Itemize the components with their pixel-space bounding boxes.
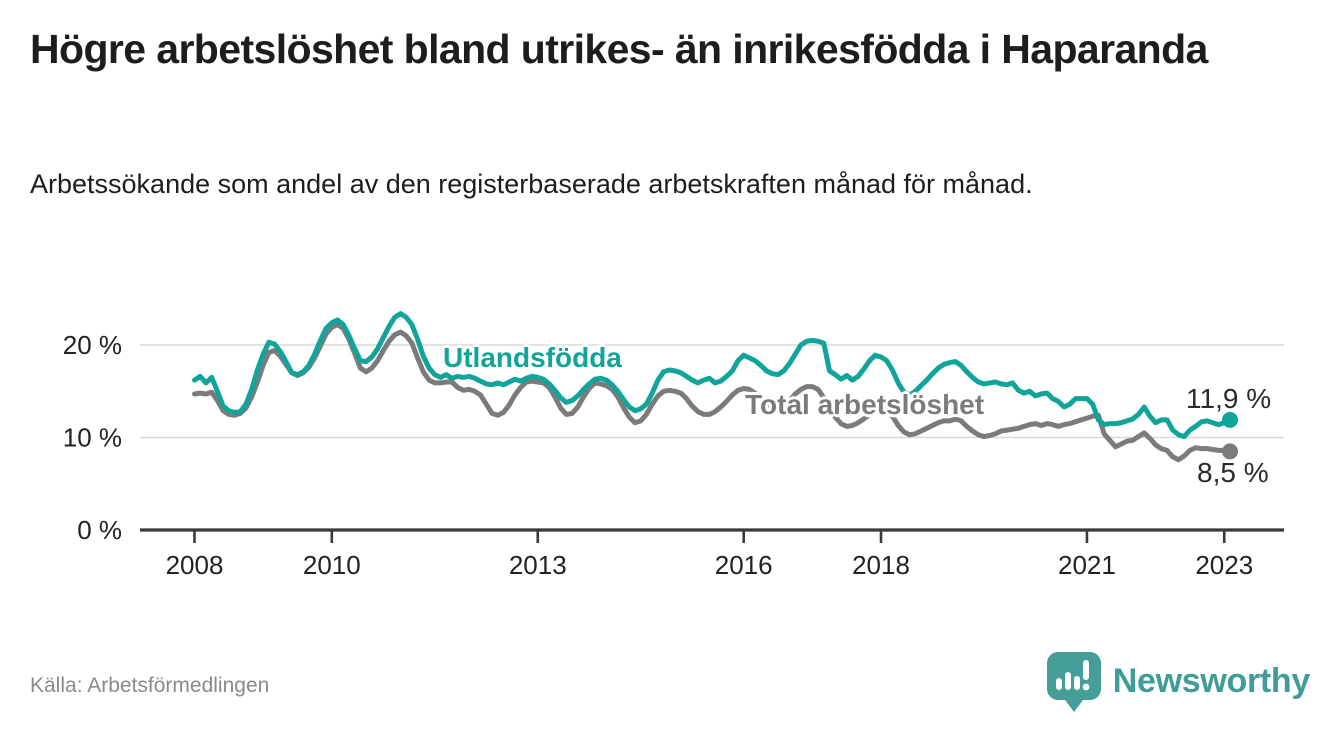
end-value-label-total: 8,5 % <box>1197 457 1269 488</box>
x-tick-label-2010: 2010 <box>303 550 361 580</box>
end-dot-utlandsf-dda <box>1222 411 1238 428</box>
end-value-label-utlandsfodda: 11,9 % <box>1186 383 1272 414</box>
source-note: Källa: Arbetsförmedlingen <box>30 674 270 697</box>
newsworthy-logo: Newsworthy <box>1045 650 1310 712</box>
x-tick-label-2013: 2013 <box>509 550 567 580</box>
chart-subtitle: Arbetssökande som andel av den registerb… <box>30 169 1033 199</box>
x-tick-label-2008: 2008 <box>166 550 224 580</box>
page-title: Högre arbetslöshet bland utrikes- än inr… <box>30 26 1208 72</box>
series-label-total-arbetsloshet: Total arbetslöshet <box>745 389 985 420</box>
y-tick-label-0: 0 % <box>77 515 122 545</box>
x-tick-label-2023: 2023 <box>1195 550 1253 580</box>
newsworthy-logo-text: Newsworthy <box>1112 661 1311 700</box>
y-tick-label-20: 20 % <box>63 330 122 360</box>
end-dot-total-arbetsl-shet <box>1222 443 1238 460</box>
x-tick-label-2021: 2021 <box>1058 550 1116 580</box>
x-tick-label-2016: 2016 <box>715 550 773 580</box>
series-label-utlandsfodda: Utlandsfödda <box>443 342 622 373</box>
bar-chart-speech-bubble-icon <box>1046 652 1101 712</box>
x-tick-label-2018: 2018 <box>852 550 910 580</box>
data-line-total-arbetsl-shet <box>192 322 1233 463</box>
data-line-utlandsf-dda <box>192 311 1233 440</box>
y-tick-label-10: 10 % <box>63 423 122 453</box>
